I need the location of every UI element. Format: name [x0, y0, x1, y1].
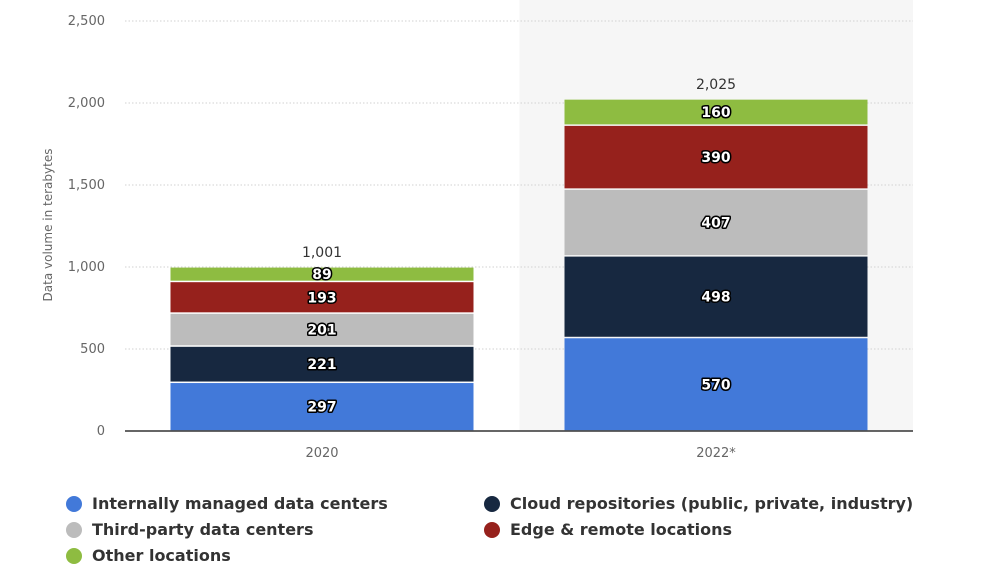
legend-marker-icon — [484, 495, 500, 512]
y-tick-label: 0 — [97, 424, 105, 439]
data-label: 201 — [307, 323, 336, 339]
bar-segment[interactable] — [564, 99, 868, 125]
legend-item[interactable]: Third-party data centers — [66, 520, 313, 539]
y-tick-label: 1,500 — [68, 178, 105, 193]
legend-label: Internally managed data centers — [92, 494, 388, 513]
y-axis-label: Data volume in terabytes — [41, 149, 55, 302]
data-label: 390 — [701, 150, 730, 166]
bar-segment[interactable] — [170, 282, 474, 313]
data-label: 193 — [307, 290, 336, 306]
legend-marker-icon — [66, 521, 82, 538]
legend-label: Other locations — [92, 546, 231, 565]
legend-item[interactable]: Other locations — [66, 546, 231, 565]
bar-segment[interactable] — [564, 256, 868, 337]
data-label: 570 — [701, 377, 730, 393]
bar-segment[interactable] — [564, 125, 868, 189]
legend-marker-icon — [66, 495, 82, 512]
bar-segment[interactable] — [170, 267, 474, 281]
bar-segment[interactable] — [564, 189, 868, 256]
y-tick-label: 2,500 — [68, 14, 105, 29]
legend-marker-icon — [66, 547, 82, 564]
total-label: 2,025 — [696, 77, 736, 93]
data-label: 160 — [701, 105, 730, 121]
legend-label: Cloud repositories (public, private, ind… — [510, 494, 914, 513]
total-label: 1,001 — [302, 245, 342, 261]
bar-segment[interactable] — [564, 338, 868, 431]
legend-label: Edge & remote locations — [510, 520, 733, 539]
y-tick-label: 2,000 — [68, 96, 105, 111]
bar-segment[interactable] — [170, 346, 474, 382]
y-tick-label: 1,000 — [68, 260, 105, 275]
legend-label: Third-party data centers — [92, 520, 314, 539]
x-tick-label: 2022* — [696, 446, 736, 461]
legend-item[interactable]: Edge & remote locations — [484, 520, 732, 539]
data-label: 221 — [307, 357, 336, 373]
data-label: 407 — [701, 215, 730, 231]
data-label: 498 — [701, 290, 730, 306]
legend-marker-icon — [484, 521, 500, 538]
stacked-bar-chart: 0 500 1,000 1,500 2,000 2,500 297 221 201 193 89 5… — [41, 14, 913, 461]
legend-item[interactable]: Internally managed data centers — [66, 494, 388, 513]
y-tick-label: 500 — [80, 342, 105, 357]
bar-segment[interactable] — [170, 313, 474, 346]
x-tick-label: 2020 — [305, 446, 338, 461]
data-label: 297 — [307, 400, 336, 416]
legend-item[interactable]: Cloud repositories (public, private, ind… — [484, 494, 913, 513]
bar-segment[interactable] — [170, 383, 474, 431]
data-label: 89 — [312, 267, 331, 283]
